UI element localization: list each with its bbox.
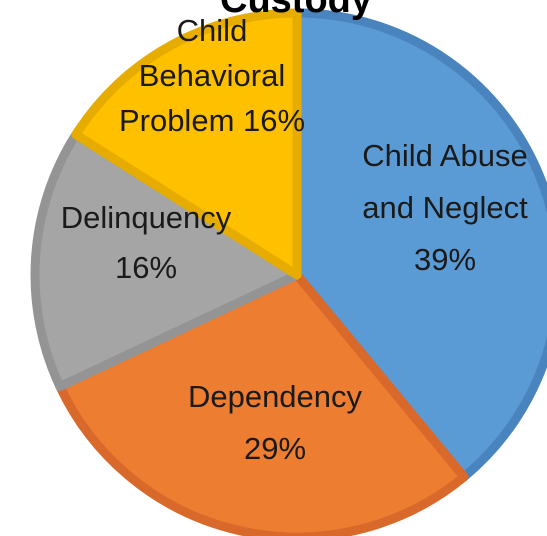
slice-label-line: Delinquency bbox=[61, 200, 232, 235]
slice-label-2: Delinquency 16% bbox=[61, 200, 232, 285]
pie-slice-0 bbox=[292, 8, 547, 482]
slice-label-line: 16% bbox=[115, 250, 177, 285]
slice-label-line: Child Abuse bbox=[362, 138, 527, 173]
slice-label-line: Behavioral bbox=[139, 58, 285, 93]
slice-label-line: 39% bbox=[414, 242, 476, 277]
slice-label-1: Dependency 29% bbox=[188, 379, 363, 466]
slice-label-line: Child bbox=[177, 13, 248, 48]
slice-label-line: 29% bbox=[244, 431, 306, 466]
slice-label-line: Dependency bbox=[188, 379, 363, 414]
slice-label-line: and Neglect bbox=[362, 190, 528, 225]
pie-slice-2 bbox=[30, 130, 302, 392]
chart-title: Custody bbox=[220, 0, 372, 21]
slice-label-line: Problem 16% bbox=[119, 103, 305, 138]
slice-label-3: Child Behavioral Problem 16% bbox=[119, 13, 305, 138]
pie-slice-3 bbox=[71, 8, 302, 280]
slice-label-0: Child Abuse and Neglect 39% bbox=[362, 138, 528, 277]
